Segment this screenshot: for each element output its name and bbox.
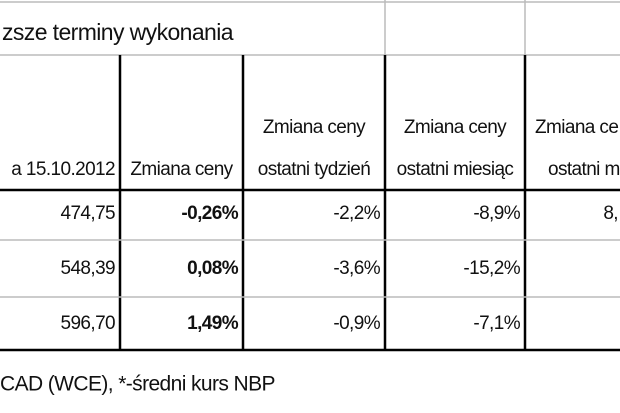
header-cell: ostatni m [548,159,620,180]
table-cell: -0,9% [333,313,380,334]
table-cell: -3,6% [333,258,380,279]
header-cell: ostatni miesiąc [397,159,514,180]
table-cell: -7,1% [473,313,520,334]
table-cell: 548,39 [60,258,115,279]
table-cell: 596,70 [60,313,115,334]
header-cell: ostatni tydzień [258,159,370,180]
table-cell: -0,26% [181,203,238,224]
table-cell: 474,75 [60,203,115,224]
table-cell: 0,08% [187,258,239,279]
table-cell: 1,49% [187,313,239,334]
footer: CAD (WCE), *-średni kurs NBP [0,373,275,396]
table-cell: 8, [603,203,618,224]
header-cell: a 15.10.2012 [11,159,115,180]
header-cell: Zmiana ceny [404,117,507,138]
header-cell: Zmiana ceny [263,117,366,138]
title: zsze terminy wykonania [2,19,234,45]
table-cell: -2,2% [333,203,380,224]
table-cell: -15,2% [463,258,520,279]
header-cell: Zmiana ceny [130,159,233,180]
table-cell: -8,9% [473,203,520,224]
header-cell: Zmiana ce [535,117,618,138]
